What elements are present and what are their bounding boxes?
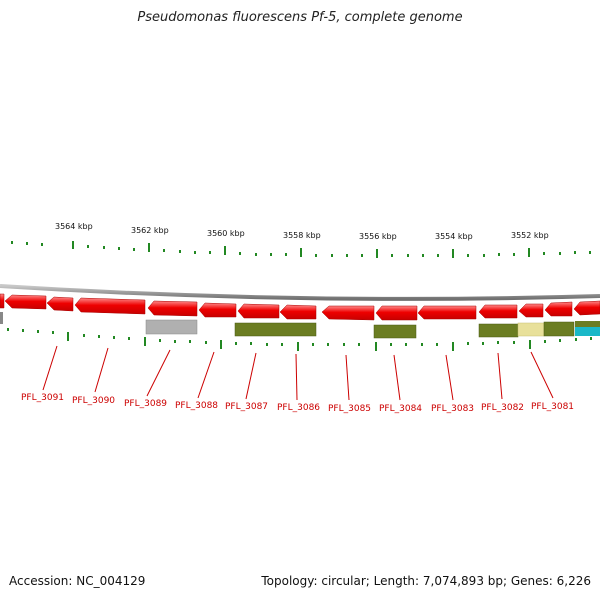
cds-track [0, 293, 600, 321]
gene-label[interactable]: PFL_3081 [531, 402, 574, 412]
cds-arrow[interactable] [198, 302, 237, 318]
cds-arrow[interactable] [375, 305, 418, 321]
feature-block[interactable] [517, 322, 545, 337]
gene-label[interactable]: PFL_3091 [21, 393, 64, 403]
feature-block[interactable] [234, 322, 317, 337]
scale-label: 3564 kbp [55, 222, 93, 231]
scale-label: 3560 kbp [207, 229, 245, 238]
gene-label[interactable]: PFL_3089 [124, 399, 167, 409]
gene-label[interactable]: PFL_3084 [379, 404, 422, 414]
cds-arrow[interactable] [321, 305, 375, 321]
feature-block[interactable] [145, 319, 198, 335]
feature-block[interactable] [373, 324, 417, 339]
cds-arrow[interactable] [237, 303, 280, 319]
genome-backbone [0, 284, 600, 301]
scale-label: 3556 kbp [359, 232, 397, 241]
cds-arrow[interactable] [518, 303, 544, 318]
lower-tick-row [7, 328, 592, 351]
map-title: Pseudomonas fluorescens Pf-5, complete g… [137, 10, 463, 25]
scale-label: 3558 kbp [283, 231, 321, 240]
gene-label[interactable]: PFL_3085 [328, 404, 371, 414]
cds-arrow[interactable] [0, 293, 5, 309]
feature-block[interactable] [478, 323, 519, 338]
gene-label[interactable]: PFL_3088 [175, 401, 218, 411]
gene-label[interactable]: PFL_3082 [481, 403, 524, 413]
scale-label: 3552 kbp [511, 231, 549, 240]
cds-arrow[interactable] [279, 304, 317, 320]
cds-arrow[interactable] [544, 301, 573, 317]
cds-arrow[interactable] [573, 300, 600, 316]
cds-arrow[interactable] [417, 305, 477, 320]
label-leaders [42, 345, 554, 401]
feature-track [0, 312, 600, 339]
cds-arrow[interactable] [147, 300, 198, 317]
cds-arrow[interactable] [46, 296, 74, 312]
upper-tick-row [11, 241, 591, 258]
feature-block[interactable] [575, 327, 600, 336]
cds-arrow[interactable] [478, 304, 518, 319]
feature-block[interactable] [543, 321, 575, 337]
cds-arrow[interactable] [74, 297, 146, 315]
gene-label[interactable]: PFL_3086 [277, 403, 320, 413]
scale-label: 3562 kbp [131, 226, 169, 235]
gene-label[interactable]: PFL_3083 [431, 404, 474, 414]
feature-block[interactable] [0, 312, 3, 324]
genome-info-label: Topology: circular; Length: 7,074,893 bp… [261, 574, 591, 588]
gene-label[interactable]: PFL_3087 [225, 402, 268, 412]
accession-label: Accession: NC_004129 [9, 574, 146, 588]
cds-arrow[interactable] [4, 294, 47, 310]
gene-label[interactable]: PFL_3090 [72, 396, 115, 406]
scale-label: 3554 kbp [435, 232, 473, 241]
feature-block[interactable] [575, 321, 600, 327]
